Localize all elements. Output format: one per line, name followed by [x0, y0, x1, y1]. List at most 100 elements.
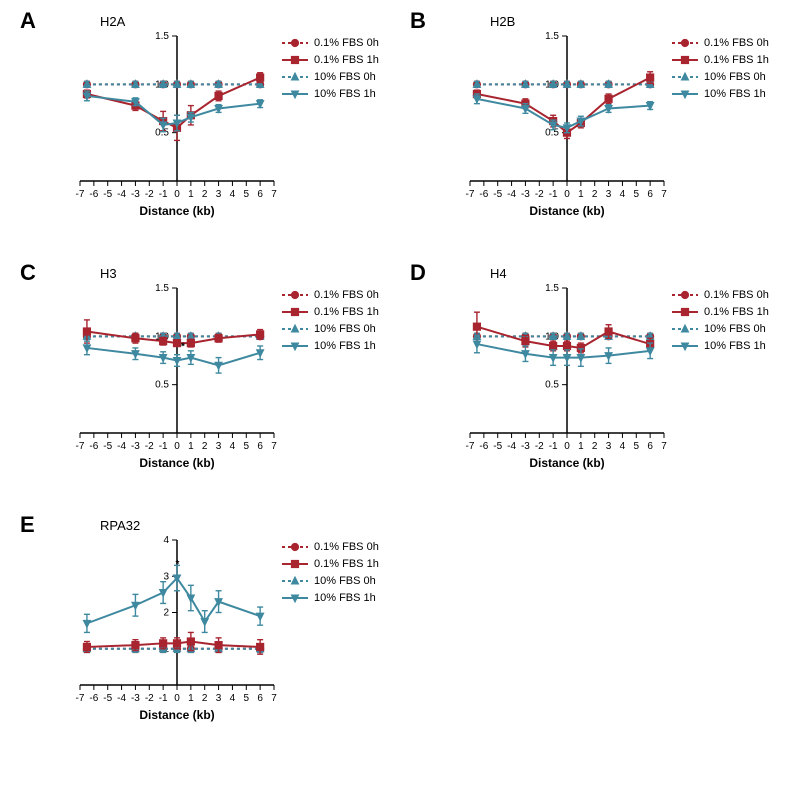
svg-text:0: 0 — [564, 189, 570, 200]
svg-text:0: 0 — [174, 693, 180, 704]
legend-swatch — [672, 305, 698, 319]
svg-text:4: 4 — [230, 441, 236, 452]
svg-text:-4: -4 — [507, 189, 516, 200]
svg-text:-4: -4 — [507, 441, 516, 452]
chart-svg: -7-6-5-4-3-2-101234567Distance (kb)0.51.… — [40, 278, 314, 483]
svg-text:-7: -7 — [76, 693, 85, 704]
svg-text:7: 7 — [661, 189, 667, 200]
panel-A: AH2A-7-6-5-4-3-2-101234567Distance (kb)0… — [20, 8, 385, 238]
svg-text:-2: -2 — [145, 189, 154, 200]
legend-item: 10% FBS 0h — [282, 320, 379, 337]
legend-label: 10% FBS 0h — [314, 323, 376, 335]
svg-text:-3: -3 — [131, 693, 140, 704]
svg-text:0: 0 — [564, 441, 570, 452]
legend-label: 10% FBS 1h — [704, 88, 766, 100]
svg-text:-4: -4 — [117, 189, 126, 200]
svg-text:7: 7 — [271, 693, 277, 704]
svg-text:4: 4 — [620, 189, 626, 200]
svg-text:-6: -6 — [89, 441, 98, 452]
legend-label: 0.1% FBS 0h — [704, 37, 769, 49]
legend-label: 0.1% FBS 1h — [314, 306, 379, 318]
legend-label: 10% FBS 1h — [314, 592, 376, 604]
panel-C: CH3-7-6-5-4-3-2-101234567Distance (kb)0.… — [20, 260, 385, 490]
legend-item: 0.1% FBS 1h — [282, 555, 379, 572]
svg-text:1: 1 — [578, 441, 584, 452]
svg-text:3: 3 — [216, 189, 222, 200]
svg-text:4: 4 — [163, 535, 169, 546]
svg-text:0.5: 0.5 — [155, 128, 169, 139]
svg-text:7: 7 — [271, 189, 277, 200]
svg-text:1: 1 — [188, 189, 194, 200]
svg-text:-1: -1 — [549, 189, 558, 200]
svg-text:-4: -4 — [117, 693, 126, 704]
legend-swatch — [282, 339, 308, 353]
panel-letter: A — [20, 8, 36, 34]
svg-text:4: 4 — [230, 189, 236, 200]
legend-item: 10% FBS 1h — [282, 85, 379, 102]
svg-text:6: 6 — [647, 189, 653, 200]
svg-text:5: 5 — [634, 189, 640, 200]
panel-B: BH2B-7-6-5-4-3-2-101234567Distance (kb)0… — [410, 8, 775, 238]
legend-item: 10% FBS 0h — [282, 68, 379, 85]
legend-swatch — [282, 591, 308, 605]
svg-text:-6: -6 — [89, 693, 98, 704]
panel-letter: B — [410, 8, 426, 34]
chart-svg: -7-6-5-4-3-2-101234567Distance (kb)1234* — [40, 530, 314, 735]
panel-letter: C — [20, 260, 36, 286]
svg-text:1.5: 1.5 — [155, 283, 169, 294]
legend-item: 10% FBS 1h — [282, 589, 379, 606]
legend-label: 10% FBS 0h — [704, 323, 766, 335]
legend-label: 10% FBS 1h — [314, 88, 376, 100]
significance-marker: * — [175, 559, 179, 570]
legend-label: 10% FBS 0h — [314, 575, 376, 587]
legend: 0.1% FBS 0h0.1% FBS 1h10% FBS 0h 10% FBS … — [282, 34, 379, 102]
svg-text:-1: -1 — [159, 189, 168, 200]
legend-label: 0.1% FBS 1h — [314, 558, 379, 570]
x-axis-label: Distance (kb) — [529, 456, 604, 470]
svg-text:5: 5 — [634, 441, 640, 452]
svg-text:2: 2 — [202, 189, 208, 200]
panel-D: DH4-7-6-5-4-3-2-101234567Distance (kb)0.… — [410, 260, 775, 490]
legend-item: 0.1% FBS 0h — [282, 34, 379, 51]
svg-text:2: 2 — [592, 441, 598, 452]
legend-swatch — [282, 36, 308, 50]
svg-text:-7: -7 — [466, 441, 475, 452]
legend-swatch — [672, 70, 698, 84]
svg-text:-6: -6 — [89, 189, 98, 200]
svg-text:2: 2 — [202, 693, 208, 704]
svg-text:-5: -5 — [493, 441, 502, 452]
svg-text:-2: -2 — [145, 693, 154, 704]
legend-label: 0.1% FBS 0h — [314, 289, 379, 301]
legend-swatch — [672, 87, 698, 101]
chart-svg: -7-6-5-4-3-2-101234567Distance (kb)0.51.… — [40, 26, 314, 231]
legend-swatch — [672, 339, 698, 353]
legend-swatch — [672, 36, 698, 50]
significance-marker: * — [181, 342, 185, 353]
legend-swatch — [282, 574, 308, 588]
svg-text:3: 3 — [163, 571, 169, 582]
svg-text:2: 2 — [163, 608, 169, 619]
legend: 0.1% FBS 0h 0.1% FBS 1h 10% FBS 0h 10% FBS … — [282, 286, 379, 354]
legend-label: 0.1% FBS 0h — [314, 541, 379, 553]
x-axis-label: Distance (kb) — [139, 204, 214, 218]
chart-svg: -7-6-5-4-3-2-101234567Distance (kb)0.51.… — [430, 278, 704, 483]
svg-text:0.5: 0.5 — [545, 380, 559, 391]
legend-item: 0.1% FBS 1h — [282, 51, 379, 68]
legend: 0.1% FBS 0h0.1% FBS 1h10% FBS 0h10% FBS … — [672, 34, 769, 102]
legend-item: 0.1% FBS 1h — [672, 303, 769, 320]
panel-letter: E — [20, 512, 35, 538]
legend-label: 10% FBS 0h — [704, 71, 766, 83]
legend: 0.1% FBS 0h 0.1% FBS 1h 10% FBS 0h 10% FBS … — [282, 538, 379, 606]
legend-swatch — [672, 322, 698, 336]
svg-text:6: 6 — [257, 693, 263, 704]
svg-text:3: 3 — [606, 189, 612, 200]
svg-text:4: 4 — [620, 441, 626, 452]
svg-text:-2: -2 — [145, 441, 154, 452]
legend-label: 10% FBS 1h — [314, 340, 376, 352]
svg-text:1.5: 1.5 — [545, 31, 559, 42]
svg-text:-5: -5 — [103, 441, 112, 452]
legend-swatch — [282, 557, 308, 571]
legend-item: 10% FBS 0h — [282, 572, 379, 589]
svg-text:-1: -1 — [549, 441, 558, 452]
svg-text:-7: -7 — [76, 441, 85, 452]
